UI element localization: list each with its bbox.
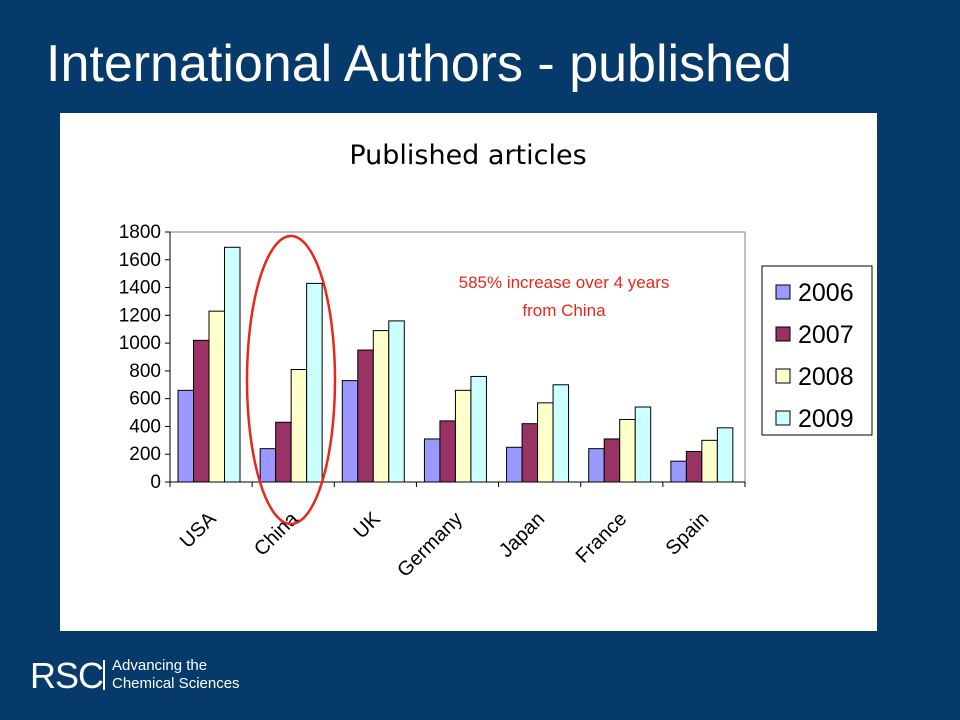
bar-2008-germany	[454, 389, 472, 483]
bar-2009-germany	[470, 375, 487, 483]
bar-2008-usa	[208, 310, 225, 483]
legend: 2006 2007 2008 2009	[761, 265, 873, 436]
bar-2008-japan	[537, 402, 554, 483]
annotation-line-1: 585% increase over 4 years	[459, 273, 670, 292]
bar-2009-japan	[552, 384, 570, 483]
bar-2006-usa	[177, 389, 194, 483]
x-tick-label: France	[572, 508, 632, 568]
highlight-ellipse	[245, 234, 337, 526]
bar-2007-china	[275, 421, 292, 483]
legend-label-2009: 2009	[798, 405, 854, 433]
bar-2007-france	[603, 438, 621, 483]
bar-2009-spain	[716, 427, 734, 483]
bar-2008-france	[619, 419, 636, 483]
logo-mark: RSC	[30, 655, 104, 696]
bar-2007-uk	[357, 349, 374, 483]
legend-swatch-2007	[775, 326, 791, 342]
bar-2009-china	[306, 282, 323, 483]
bar-2008-china	[290, 369, 308, 483]
bar-2006-spain	[670, 460, 687, 483]
bar-2007-usa	[193, 339, 210, 483]
bar-2009-uk	[388, 320, 405, 483]
chart-panel: Published articles 0 200 400 600 800 1000 1200…	[60, 113, 877, 631]
bar-2006-uk	[341, 380, 359, 483]
legend-swatch-2008	[775, 368, 791, 384]
x-tick-label: UK	[350, 508, 386, 544]
legend-label-2007: 2007	[798, 321, 854, 349]
legend-swatch-2006	[775, 284, 791, 300]
y-tick-label: 1200	[119, 305, 161, 326]
y-tick-label: 1600	[119, 250, 161, 271]
legend-label-2006: 2006	[798, 279, 854, 307]
y-tick-label: 200	[129, 444, 161, 465]
annotation-line-2: from China	[522, 301, 606, 320]
y-tick-label: 1400	[119, 278, 161, 299]
logo-tagline-1: Advancing the	[112, 657, 208, 674]
bar-2006-japan	[506, 446, 523, 483]
y-tick-label: 800	[129, 361, 161, 382]
x-tick-label: Germany	[393, 508, 467, 582]
bar-2007-germany	[439, 420, 456, 483]
bar-2008-uk	[372, 330, 390, 483]
y-tick-label: 0	[150, 472, 161, 493]
bar-2008-spain	[701, 439, 718, 483]
logo-divider	[103, 660, 105, 690]
x-tick-label: Spain	[662, 508, 714, 560]
bar-2009-france	[634, 406, 652, 483]
y-tick-label: 600	[129, 389, 161, 410]
logo-tagline-2: Chemical Sciences	[112, 675, 240, 692]
y-tick-label: 1000	[119, 333, 161, 354]
bar-2006-china	[259, 448, 277, 483]
bar-2007-spain	[685, 450, 703, 483]
legend-swatch-2009	[775, 410, 791, 426]
y-tick-label: 1800	[119, 222, 161, 243]
bar-2009-usa	[224, 246, 241, 483]
y-tick-label: 400	[129, 416, 161, 437]
legend-label-2008: 2008	[798, 363, 854, 391]
slide-title: International Authors - published	[46, 35, 792, 93]
chart-title: Published articles	[349, 140, 586, 171]
bar-2006-germany	[423, 438, 441, 483]
x-tick-label: USA	[176, 508, 221, 553]
x-tick-label: Japan	[495, 508, 549, 562]
bar-chart: Published articles 0 200 400 600 800 1000 1200…	[119, 140, 873, 582]
bar-2006-france	[588, 448, 605, 483]
bar-2007-japan	[521, 423, 539, 483]
